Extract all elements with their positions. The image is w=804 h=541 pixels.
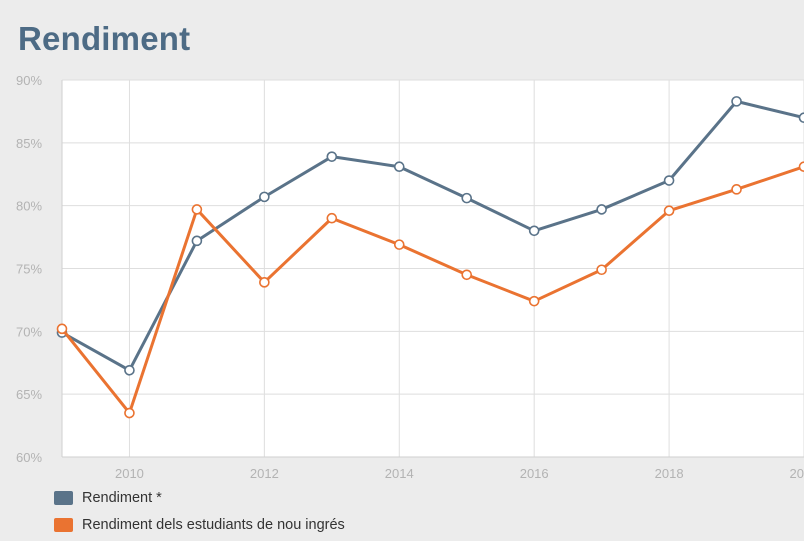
- x-tick-label: 2010: [115, 466, 144, 481]
- data-point-series-2: [798, 161, 804, 173]
- y-tick-label: 75%: [16, 262, 42, 277]
- y-tick-label: 65%: [16, 387, 42, 402]
- data-point-series-2: [663, 205, 675, 216]
- data-point-series-2: [393, 239, 405, 250]
- data-point-series-1: [259, 191, 270, 203]
- data-point-series-1: [124, 364, 135, 376]
- legend: Rendiment * Rendiment dels estudiants de…: [54, 486, 345, 540]
- series-line-2: [60, 165, 804, 415]
- chart-title: Rendiment: [18, 20, 191, 57]
- series-line-1: [60, 99, 804, 372]
- y-tick-label: 60%: [16, 450, 42, 465]
- x-tick-label: 2016: [520, 466, 549, 481]
- data-point-series-2: [124, 407, 135, 419]
- data-point-series-1: [663, 175, 675, 186]
- data-point-series-2: [731, 184, 742, 195]
- x-tick-label: 2012: [250, 466, 279, 481]
- data-point-series-1: [461, 192, 473, 204]
- data-point-series-2: [326, 212, 338, 224]
- data-point-series-1: [596, 204, 607, 215]
- x-tick-label: 2014: [385, 466, 414, 481]
- legend-label-series-1: Rendiment *: [82, 489, 162, 506]
- data-point-series-2: [528, 295, 540, 307]
- x-tick-label: 2020: [790, 466, 804, 481]
- data-point-series-1: [191, 235, 203, 247]
- data-point-series-2: [596, 264, 607, 276]
- data-point-series-1: [731, 96, 742, 107]
- data-point-series-2: [259, 277, 270, 288]
- y-tick-label: 85%: [16, 136, 42, 151]
- data-point-series-2: [461, 269, 473, 281]
- x-tick-label: 2018: [655, 466, 684, 481]
- data-point-series-1: [798, 112, 804, 123]
- data-point-series-1: [393, 161, 405, 173]
- data-point-series-1: [528, 225, 540, 237]
- legend-swatch-series-2: [54, 517, 73, 532]
- legend-swatch-series-1: [54, 490, 73, 505]
- legend-label-series-2: Rendiment dels estudiants de nou ingrés: [82, 516, 345, 533]
- legend-item-series-1[interactable]: Rendiment *: [54, 486, 345, 509]
- y-tick-label: 90%: [16, 73, 42, 88]
- y-tick-label: 80%: [16, 199, 42, 214]
- data-point-series-1: [326, 151, 338, 162]
- data-point-series-2: [56, 323, 68, 335]
- legend-item-series-2[interactable]: Rendiment dels estudiants de nou ingrés: [54, 513, 345, 536]
- data-point-series-2: [191, 204, 203, 215]
- y-tick-label: 70%: [16, 324, 42, 339]
